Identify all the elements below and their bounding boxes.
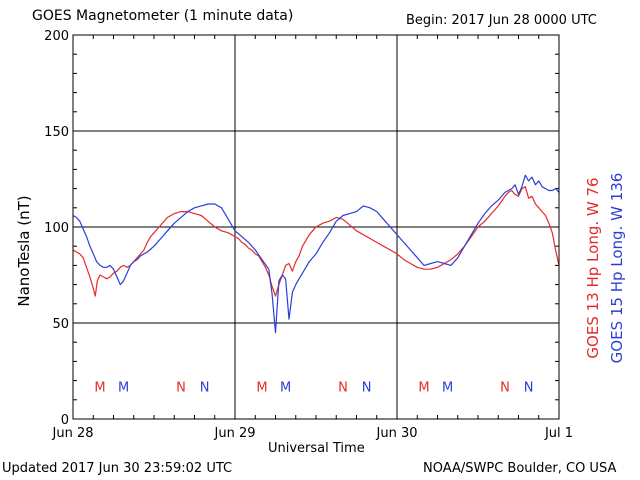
marker-m: M xyxy=(256,380,267,395)
series-goes13-line xyxy=(72,186,560,297)
x-axis-label: Universal Time xyxy=(268,441,365,456)
marker-m: M xyxy=(118,380,129,395)
marker-n: N xyxy=(362,380,372,395)
y-tick-label: 50 xyxy=(52,317,69,332)
x-tick-label: Jun 30 xyxy=(376,426,418,441)
y-tick-label: 0 xyxy=(61,413,69,428)
source-credit: NOAA/SWPC Boulder, CO USA xyxy=(423,461,617,476)
begin-timestamp: Begin: 2017 Jun 28 0000 UTC xyxy=(406,13,597,28)
series-goes15-line xyxy=(72,174,560,334)
marker-m: M xyxy=(94,380,105,395)
plot-frame xyxy=(72,34,560,420)
marker-m: M xyxy=(418,380,429,395)
marker-n: N xyxy=(200,380,210,395)
marker-n: N xyxy=(524,380,534,395)
marker-n: N xyxy=(338,380,348,395)
x-tick-label: Jun 28 xyxy=(52,426,94,441)
y-tick-label: 200 xyxy=(44,29,69,44)
marker-m: M xyxy=(280,380,291,395)
y-tick-label: 150 xyxy=(44,125,69,140)
x-tick-label: Jun 29 xyxy=(214,426,256,441)
marker-n: N xyxy=(176,380,186,395)
updated-timestamp: Updated 2017 Jun 30 23:59:02 UTC xyxy=(2,461,233,476)
marker-m: M xyxy=(442,380,453,395)
x-tick-label: Jul 1 xyxy=(544,426,573,441)
marker-n: N xyxy=(500,380,510,395)
chart-title: GOES Magnetometer (1 minute data) xyxy=(32,8,294,24)
y-tick-label: 100 xyxy=(44,221,69,236)
